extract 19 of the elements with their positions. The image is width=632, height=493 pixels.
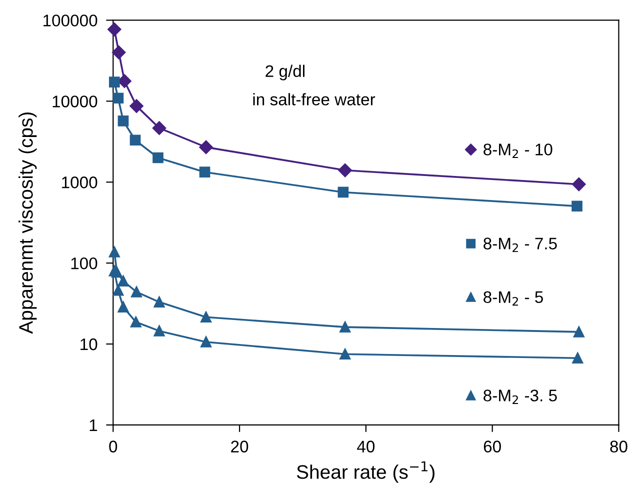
annotation: in salt-free water [253,93,376,106]
y-tick-label: 100000 [44,14,98,26]
x-tick-label: 80 [610,440,628,452]
legend-label: 8-M$_{2}$ - 10 [484,144,552,158]
y-axis-title: Apparenmt viscosity (cps) [18,112,37,334]
legend-label: 8-M$_{2}$ -3. 5 [484,390,557,404]
x-tick-label: 40 [357,440,375,452]
y-tick-label: 100 [71,257,98,270]
x-tick-label: 60 [484,440,501,452]
y-tick-label: 1 [90,420,98,432]
y-tick-label: 1000 [62,176,98,188]
legend-label: 8-M$_{2}$ - 5 [484,291,543,306]
annotation: 2 g/dl [266,64,304,80]
legend-label: 8-M$_{2}$ - 7.5 [484,238,557,252]
x-axis-title: Shear rate (s$^{−1}$) [296,461,434,483]
x-tick-label: 0 [109,440,118,452]
y-tick-label: 10 [80,338,98,350]
y-tick-label: 10000 [52,96,98,108]
x-tick-label: 20 [231,440,248,452]
